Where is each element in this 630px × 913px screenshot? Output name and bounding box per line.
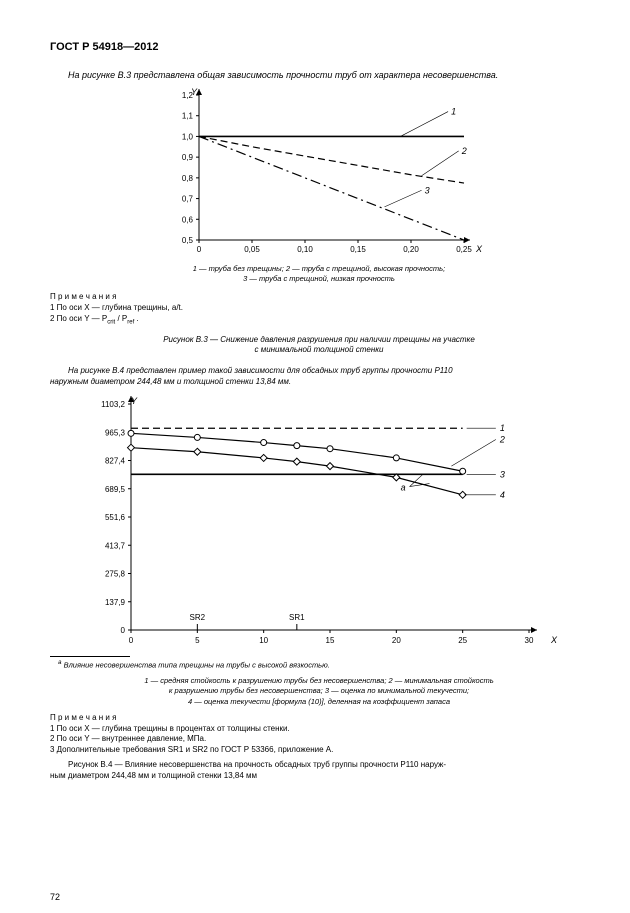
svg-text:0,05: 0,05 [244,245,260,254]
chart-b4: 0 5 10 15 20 25 30 0 137,9 275,8 413,7 551,6 689,5 82… [50,394,588,652]
intro-b4-line1: На рисунке В.4 представлен пример такой … [50,366,588,377]
svg-text:а: а [401,482,406,492]
chart-b4-legend: 1 — средняя стойкость к разрушению трубы… [50,676,588,706]
notes-b4-header: П р и м е ч а н и я [50,713,588,724]
svg-text:15: 15 [326,636,335,645]
intro-text-b4: На рисунке В.4 представлен пример такой … [50,366,588,388]
chart-b3-legend-line2: 3 — труба с трещиной, низкая прочность [50,274,588,284]
svg-text:1,0: 1,0 [182,132,194,141]
svg-text:413,7: 413,7 [105,541,126,550]
svg-text:1: 1 [500,423,505,433]
fig-b4-caption-line1: Рисунок В.4 — Влияние несовершенства на … [50,760,588,771]
page-number: 72 [50,891,60,903]
svg-text:5: 5 [195,636,200,645]
svg-text:0: 0 [121,626,126,635]
notes-b4-line1: 1 По оси X — глубина трещины в процентах… [50,724,588,735]
chart-b3: 0 0,05 0,10 0,15 0,20 0,25 0,5 0,6 0,7 0,8 0,9 1,0 1… [50,87,588,262]
svg-text:0,8: 0,8 [182,174,194,183]
intro-b4-line2: наружным диаметром 244,48 мм и толщиной … [50,377,588,388]
svg-text:3: 3 [425,185,430,195]
notes-b4-line2: 2 По оси Y — внутреннее давление, МПа. [50,734,588,745]
svg-text:827,4: 827,4 [105,456,126,465]
svg-text:SR2: SR2 [190,613,206,622]
chart-b4-legend-line1: 1 — средняя стойкость к разрушению трубы… [50,676,588,686]
svg-text:4: 4 [500,489,505,499]
fig-b4-caption-line2: ным диаметром 244,48 мм и толщиной стенк… [50,771,588,782]
svg-text:Y: Y [131,396,138,406]
svg-text:3: 3 [500,469,505,479]
page: ГОСТ Р 54918—2012 На рисунке В.3 предста… [0,0,630,913]
svg-text:20: 20 [392,636,401,645]
svg-text:0,10: 0,10 [297,245,313,254]
chart-b4-legend-line2: к разрушению трубы без несовершенства; 3… [50,686,588,696]
svg-text:1: 1 [451,107,456,117]
svg-text:0,7: 0,7 [182,195,194,204]
chart-b3-legend-line1: 1 — труба без трещины; 2 — труба с трещи… [50,264,588,274]
chart-b4-legend-line3: 4 — оценка текучести [формула (10)], дел… [50,697,588,707]
svg-text:965,3: 965,3 [105,428,126,437]
svg-text:10: 10 [259,636,268,645]
svg-text:SR1: SR1 [289,613,305,622]
svg-text:2: 2 [461,146,467,156]
svg-text:1,1: 1,1 [182,112,194,121]
footnote-b4: а Влияние несовершенства типа трещины на… [50,659,588,671]
svg-text:0,25: 0,25 [456,245,472,254]
notes-b3-header: П р и м е ч а н и я [50,292,588,303]
svg-text:Y: Y [191,87,198,97]
svg-text:0,6: 0,6 [182,215,194,224]
footnote-rule [50,656,130,657]
svg-text:0: 0 [197,245,202,254]
notes-b3: П р и м е ч а н и я 1 По оси X — глубина… [50,292,588,326]
fig-b3-caption-line2: с минимальной толщиной стенки [50,345,588,356]
svg-text:0: 0 [129,636,134,645]
svg-text:275,8: 275,8 [105,569,126,578]
svg-text:1103,2: 1103,2 [101,400,125,409]
svg-text:25: 25 [458,636,467,645]
svg-text:0,20: 0,20 [403,245,419,254]
notes-b3-line1: 1 По оси X — глубина трещины, a/t. [50,303,588,314]
svg-text:2: 2 [499,434,505,444]
doc-standard-id: ГОСТ Р 54918—2012 [50,40,588,55]
notes-b4: П р и м е ч а н и я 1 По оси X — глубина… [50,713,588,756]
svg-text:X: X [475,244,483,254]
svg-text:551,6: 551,6 [105,513,126,522]
svg-text:689,5: 689,5 [105,484,126,493]
intro-text-b3: На рисунке В.3 представлена общая зависи… [50,69,588,81]
svg-text:0,9: 0,9 [182,153,194,162]
svg-text:30: 30 [525,636,534,645]
chart-b3-legend: 1 — труба без трещины; 2 — труба с трещи… [50,264,588,284]
svg-text:137,9: 137,9 [105,597,126,606]
svg-text:0,5: 0,5 [182,236,194,245]
notes-b3-line2: 2 По оси Y — Pcrit / Pref . [50,314,588,327]
svg-text:X: X [550,635,558,645]
fig-b4-caption: Рисунок В.4 — Влияние несовершенства на … [50,760,588,782]
fig-b3-caption-line1: Рисунок В.3 — Снижение давления разрушен… [50,335,588,346]
svg-text:0,15: 0,15 [350,245,366,254]
fig-b3-caption: Рисунок В.3 — Снижение давления разрушен… [50,335,588,357]
notes-b4-line3: 3 Дополнительные требования SR1 и SR2 по… [50,745,588,756]
